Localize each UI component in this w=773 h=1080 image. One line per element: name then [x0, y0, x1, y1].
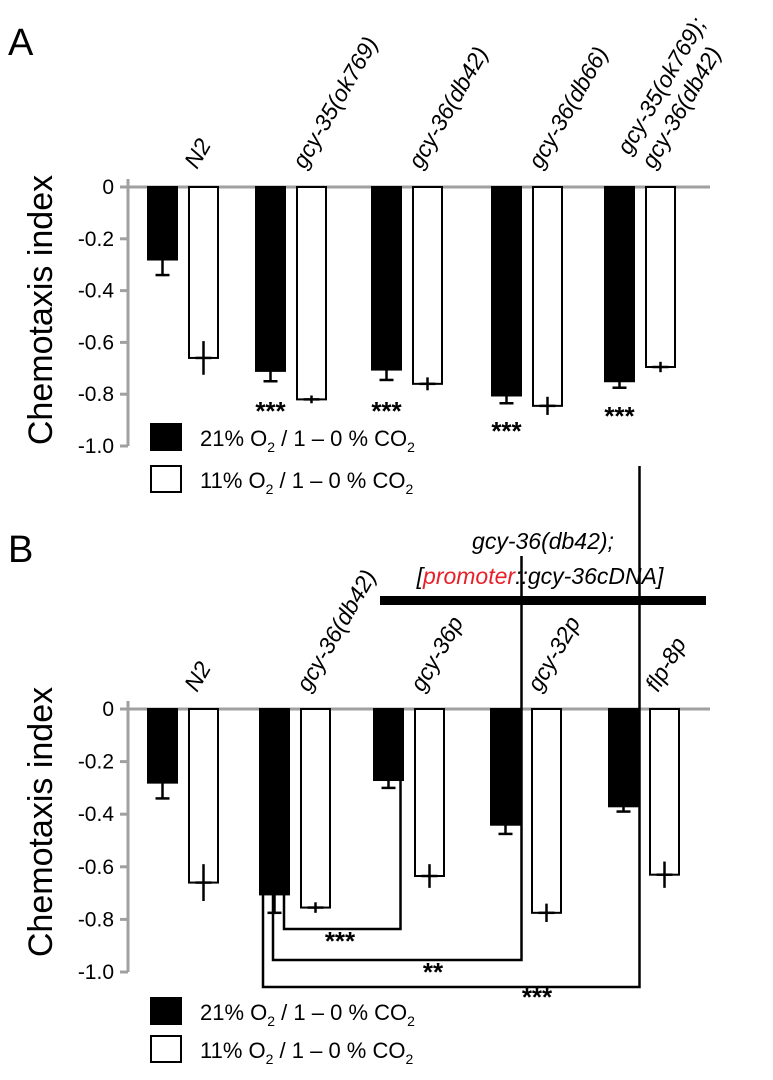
- category-label-line: flp-8p: [640, 632, 691, 695]
- category-label-line: gcy-32p: [522, 611, 586, 695]
- legend-subscript: 2: [267, 439, 275, 455]
- bar: [147, 708, 178, 784]
- legend-text-part: 21% O: [200, 426, 267, 451]
- bar: [147, 186, 178, 261]
- bar: [531, 708, 562, 914]
- y-tick-label: -1.0: [78, 961, 114, 984]
- legend-text-part: 21% O: [200, 1000, 267, 1025]
- panel-b-y-axis-label: Chemotaxis index: [22, 687, 60, 957]
- legend-text-part: / 1 – 0 % CO: [275, 1000, 407, 1025]
- comparison-bracket: [271, 556, 523, 962]
- legend-label: 11% O2 / 1 – 0 % CO2: [200, 468, 413, 497]
- y-tick-label: -0.8: [78, 383, 114, 406]
- category-label: gcy-36(db66): [523, 42, 613, 172]
- category-label-line: gcy-36(db66): [523, 42, 613, 172]
- legend-text-part: / 1 – 0 % CO: [273, 1038, 405, 1063]
- category-label: gcy-35(ok769);gcy-36(db42): [612, 13, 735, 173]
- panel-b-letter: B: [8, 529, 33, 571]
- category-label: gcy-35(ok769): [287, 32, 383, 172]
- bar: [412, 186, 443, 385]
- significance-label: ***: [604, 401, 635, 431]
- legend-swatch: [150, 465, 182, 493]
- y-tick-label: -0.8: [78, 908, 114, 931]
- bar: [371, 186, 402, 371]
- category-label-line: N2: [179, 657, 216, 696]
- bar: [608, 708, 639, 808]
- category-label-line: N2: [179, 134, 216, 173]
- y-tick-label: -0.2: [78, 751, 114, 774]
- category-label: gcy-36(db42): [291, 565, 381, 695]
- panel-a-chart: A Chemotaxis index 0 -0.2 -0.4 -0.6 -0.8 -1.0…: [8, 13, 735, 497]
- panel-b-group-label: gcy-36(db42); [promoter::gcy-36cDNA]: [416, 528, 664, 589]
- legend-label: 21% O2 / 1 – 0 % CO2: [200, 426, 415, 455]
- bar: [188, 708, 219, 884]
- legend-subscript: 2: [266, 481, 274, 497]
- significance-label: ***: [371, 396, 402, 426]
- promoter-label: promoter: [422, 563, 516, 589]
- legend-subscript: 2: [405, 1051, 413, 1067]
- significance-label: ***: [491, 416, 522, 446]
- y-tick-label: 0: [102, 698, 114, 721]
- panel-a-letter: A: [8, 22, 34, 64]
- bar: [414, 708, 445, 878]
- y-tick-label: -1.0: [78, 435, 114, 458]
- bar: [300, 708, 331, 909]
- group-bar: [380, 596, 706, 605]
- comparison-label: ***: [325, 926, 356, 956]
- legend-text-part: 11% O: [200, 468, 266, 493]
- legend-swatch: [150, 1035, 182, 1063]
- bar: [490, 708, 521, 826]
- comparison-label: **: [423, 957, 444, 987]
- legend-text-part: / 1 – 0 % CO: [273, 468, 405, 493]
- bar: [255, 186, 286, 372]
- bar: [188, 186, 219, 359]
- y-tick-label: -0.4: [78, 280, 115, 303]
- category-label-line: gcy-36(db42): [291, 565, 381, 695]
- significance-label: ***: [255, 396, 286, 426]
- bar: [373, 708, 404, 782]
- category-label-line: gcy-36p: [405, 611, 469, 695]
- bar: [604, 186, 635, 383]
- category-label: N2: [179, 657, 216, 696]
- bar: [296, 186, 327, 401]
- legend-text-part: 11% O: [200, 1038, 266, 1063]
- y-tick-label: -0.6: [78, 331, 114, 354]
- legend-swatch: [150, 997, 182, 1025]
- category-label: gcy-36(db42): [403, 42, 493, 172]
- legend-subscript: 2: [266, 1051, 274, 1067]
- bar: [532, 186, 563, 407]
- legend-subscript: 2: [407, 439, 415, 455]
- group-label-genotype: gcy-36(db42);: [472, 528, 614, 554]
- panel-a-y-axis-label: Chemotaxis index: [22, 175, 60, 445]
- legend-swatch: [150, 423, 182, 451]
- group-label-construct: [promoter::gcy-36cDNA]: [416, 563, 664, 589]
- comparison-bracket: [282, 778, 402, 931]
- category-label-line: gcy-35(ok769): [287, 32, 383, 172]
- legend-subscript: 2: [407, 1013, 415, 1029]
- y-tick-label: 0: [102, 176, 114, 199]
- bar: [649, 708, 680, 876]
- legend-label: 11% O2 / 1 – 0 % CO2: [200, 1038, 413, 1067]
- category-label-line: gcy-36(db42): [403, 42, 493, 172]
- bar: [491, 186, 522, 397]
- legend-label: 21% O2 / 1 – 0 % CO2: [200, 1000, 415, 1029]
- bar: [645, 186, 676, 369]
- category-label: flp-8p: [640, 632, 691, 695]
- comparison-label: ***: [522, 982, 553, 1012]
- y-tick-label: -0.2: [78, 228, 114, 251]
- category-label: N2: [179, 134, 216, 173]
- comparison-bracket: [261, 466, 641, 989]
- legend-subscript: 2: [267, 1013, 275, 1029]
- category-label: gcy-36p: [405, 611, 469, 695]
- category-label: gcy-32p: [522, 611, 586, 695]
- y-tick-label: -0.4: [78, 803, 115, 826]
- panel-b-chart: B Chemotaxis index gcy-36(db42); [promot…: [8, 466, 710, 1067]
- legend-subscript: 2: [405, 481, 413, 497]
- y-tick-label: -0.6: [78, 856, 114, 879]
- legend-text-part: / 1 – 0 % CO: [275, 426, 407, 451]
